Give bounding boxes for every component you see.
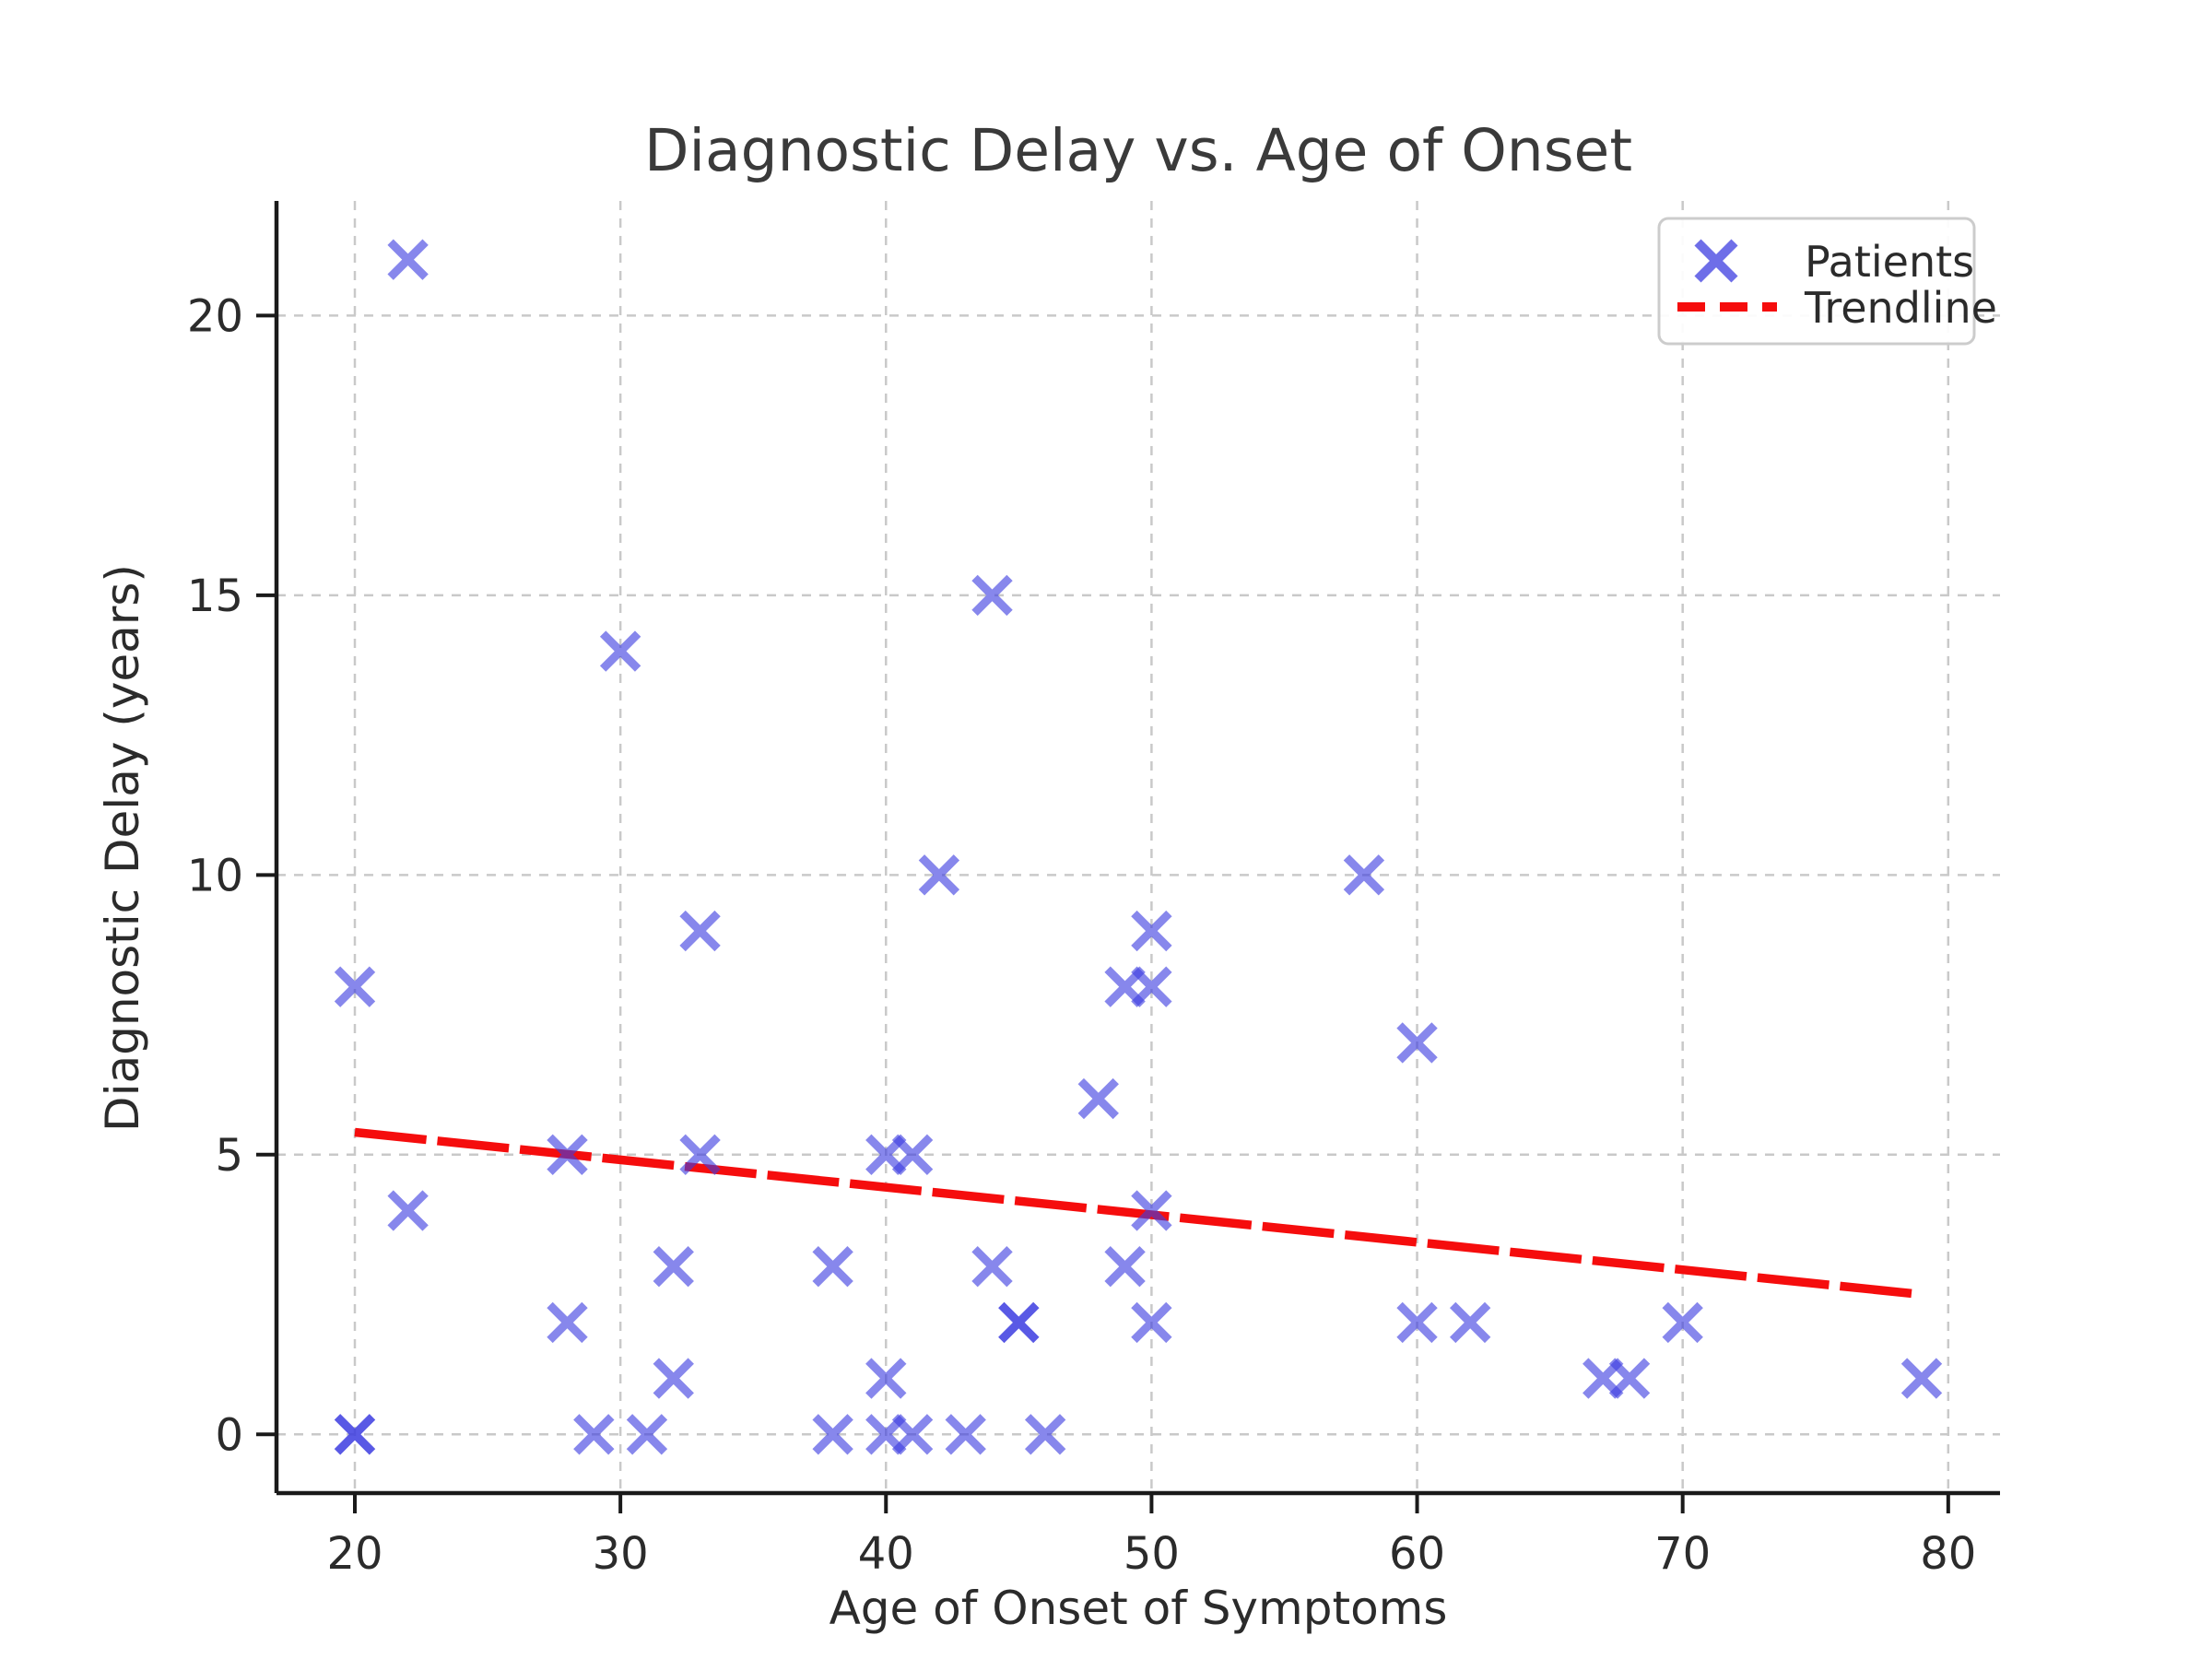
axes-spines xyxy=(274,201,2000,1496)
x-tick-label: 30 xyxy=(593,1528,649,1580)
x-axis-label: Age of Onset of Symptoms xyxy=(830,1582,1448,1635)
data-point-marker xyxy=(387,1190,429,1231)
data-point-marker xyxy=(998,1301,1040,1344)
x-tick-label: 60 xyxy=(1389,1528,1445,1580)
data-point-marker xyxy=(573,1414,615,1455)
data-point-marker xyxy=(547,1301,588,1344)
data-point-marker xyxy=(1131,1190,1172,1231)
x-tick-label: 20 xyxy=(326,1528,382,1580)
data-point-marker xyxy=(1024,1414,1066,1455)
data-point-marker xyxy=(891,1134,934,1175)
x-tick-label: 70 xyxy=(1654,1528,1711,1580)
y-tick-label: 5 xyxy=(215,1130,243,1182)
data-point-marker xyxy=(334,966,376,1007)
data-point-marker xyxy=(1077,1077,1119,1120)
data-point-marker xyxy=(679,910,721,952)
x-marker-icon xyxy=(1694,239,1738,283)
data-point-marker xyxy=(387,239,429,280)
legend: Patients Trendline xyxy=(1657,217,1997,346)
y-tick-label: 15 xyxy=(187,571,243,622)
tick-layer xyxy=(256,313,1950,1513)
tick-label-layer: 20 30 40 50 60 70 80 0 5 10 15 20 xyxy=(187,290,1976,1580)
y-axis-label: Diagnostic Delay (years) xyxy=(96,564,149,1132)
data-point-marker xyxy=(1900,1358,1943,1399)
data-point-marker xyxy=(653,1246,694,1288)
data-point-marker xyxy=(865,1358,907,1399)
legend-box xyxy=(1657,217,1976,346)
y-tick-label: 10 xyxy=(187,850,243,901)
data-point-marker xyxy=(1396,1301,1438,1344)
data-point-marker xyxy=(679,1134,721,1175)
scatter-points-layer xyxy=(334,239,1943,1455)
legend-label-trendline: Trendline xyxy=(1804,283,1997,333)
data-point-marker xyxy=(812,1414,853,1455)
data-point-marker xyxy=(1131,966,1172,1007)
data-point-marker xyxy=(334,1414,376,1455)
x-tick-label: 80 xyxy=(1920,1528,1976,1580)
data-point-marker xyxy=(918,854,960,896)
grid-layer xyxy=(276,201,2000,1493)
y-tick-label: 0 xyxy=(215,1409,243,1461)
data-point-marker xyxy=(1131,1301,1172,1344)
data-point-marker xyxy=(1396,1022,1438,1064)
data-point-marker xyxy=(971,1246,1013,1288)
y-tick-label: 20 xyxy=(187,290,243,342)
data-point-marker xyxy=(812,1246,853,1288)
x-tick-label: 40 xyxy=(858,1528,914,1580)
legend-item-trendline: Trendline xyxy=(1677,283,1997,333)
data-point-marker xyxy=(971,574,1013,617)
data-point-marker xyxy=(945,1414,986,1455)
x-tick-label: 50 xyxy=(1124,1528,1180,1580)
data-point-marker xyxy=(1449,1301,1491,1344)
data-point-marker xyxy=(1104,1246,1146,1288)
data-point-marker xyxy=(547,1134,588,1175)
data-point-marker xyxy=(653,1358,694,1399)
data-point-marker xyxy=(1131,910,1172,952)
data-point-marker xyxy=(626,1414,668,1455)
legend-label-patients: Patients xyxy=(1805,237,1974,287)
data-point-marker xyxy=(599,630,641,672)
data-point-marker xyxy=(1662,1301,1703,1344)
data-point-marker xyxy=(891,1414,934,1455)
data-point-marker xyxy=(1343,854,1385,896)
chart-title: Diagnostic Delay vs. Age of Onset xyxy=(644,117,1632,184)
data-point-marker xyxy=(1608,1358,1651,1399)
trendline-layer xyxy=(354,1127,1923,1300)
trendline xyxy=(354,1127,1923,1300)
legend-item-patients: Patients xyxy=(1694,237,1974,287)
